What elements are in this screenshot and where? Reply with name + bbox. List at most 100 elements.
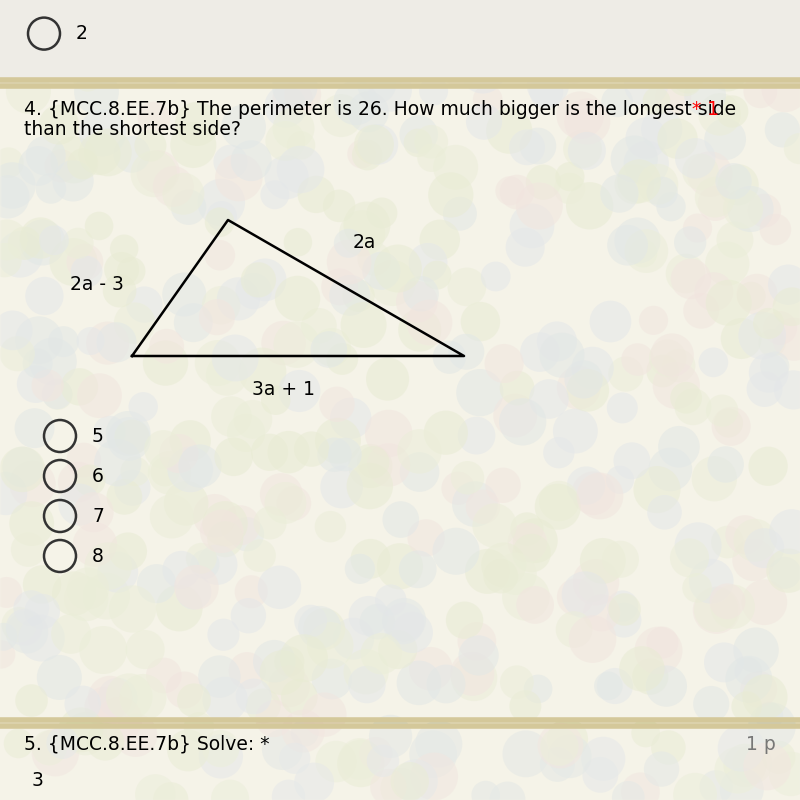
Point <box>208 510 221 522</box>
Point <box>324 639 337 652</box>
Point <box>201 43 214 56</box>
Point <box>587 487 600 500</box>
Point <box>342 237 354 250</box>
Point <box>670 379 682 392</box>
Point <box>211 17 224 30</box>
Point <box>344 412 357 425</box>
Point <box>0 62 11 75</box>
Point <box>595 606 608 619</box>
Point <box>72 476 85 489</box>
Text: 2: 2 <box>76 24 88 43</box>
Point <box>519 700 532 713</box>
Point <box>461 471 474 484</box>
Point <box>689 152 702 165</box>
Point <box>709 191 722 204</box>
Point <box>637 247 650 260</box>
Point <box>470 429 483 442</box>
Point <box>51 388 64 401</box>
Point <box>498 558 510 571</box>
Point <box>534 346 546 358</box>
Point <box>786 526 798 538</box>
Point <box>482 93 494 106</box>
Point <box>150 578 163 590</box>
Point <box>57 335 70 348</box>
Point <box>768 360 781 373</box>
Point <box>568 623 581 636</box>
Point <box>532 682 545 695</box>
Point <box>370 747 382 760</box>
Point <box>103 426 116 438</box>
Point <box>36 605 49 618</box>
Point <box>33 334 46 346</box>
Point <box>479 789 492 800</box>
Point <box>597 554 610 567</box>
Bar <box>0 726 800 800</box>
Text: 3: 3 <box>32 770 44 790</box>
Point <box>518 241 531 254</box>
Point <box>640 132 653 145</box>
Point <box>722 417 735 430</box>
Point <box>32 159 45 172</box>
Point <box>282 790 295 800</box>
Point <box>586 582 599 594</box>
Point <box>233 171 246 184</box>
Point <box>553 446 566 459</box>
Point <box>364 460 377 473</box>
Point <box>412 0 425 13</box>
Point <box>563 182 576 195</box>
Point <box>425 151 438 164</box>
Point <box>245 154 258 167</box>
Point <box>334 109 347 122</box>
Point <box>290 338 303 351</box>
Point <box>754 32 766 45</box>
Point <box>519 747 532 760</box>
Point <box>86 26 99 38</box>
Point <box>283 655 296 668</box>
Point <box>685 273 698 286</box>
Point <box>158 466 171 478</box>
Point <box>501 793 514 800</box>
Point <box>90 86 103 98</box>
Point <box>102 337 114 350</box>
Point <box>634 786 646 798</box>
Point <box>553 494 566 507</box>
Point <box>776 123 789 136</box>
Point <box>650 94 663 107</box>
Point <box>163 466 176 479</box>
Point <box>278 337 290 350</box>
Point <box>469 498 482 510</box>
Point <box>665 200 678 213</box>
Point <box>211 357 224 370</box>
Point <box>722 66 734 78</box>
Point <box>403 775 416 788</box>
Point <box>770 0 782 9</box>
Point <box>25 694 38 707</box>
Point <box>72 237 85 250</box>
Point <box>477 501 490 514</box>
Point <box>758 690 771 703</box>
Point <box>268 655 281 668</box>
Point <box>87 506 100 518</box>
Point <box>649 0 662 12</box>
Text: 5: 5 <box>92 426 104 446</box>
Point <box>313 319 326 332</box>
Point <box>652 644 665 657</box>
Point <box>766 720 778 733</box>
Point <box>621 239 634 252</box>
Point <box>391 262 404 275</box>
Point <box>382 58 395 70</box>
Point <box>782 564 795 577</box>
Point <box>122 427 134 440</box>
Point <box>164 794 177 800</box>
Point <box>787 383 800 396</box>
Point <box>73 498 86 511</box>
Point <box>749 534 762 546</box>
Point <box>550 335 563 348</box>
Point <box>656 365 669 378</box>
Point <box>738 759 751 772</box>
Point <box>354 753 366 766</box>
Point <box>480 2 493 14</box>
Point <box>710 781 722 794</box>
Point <box>21 626 34 638</box>
Point <box>190 581 203 594</box>
